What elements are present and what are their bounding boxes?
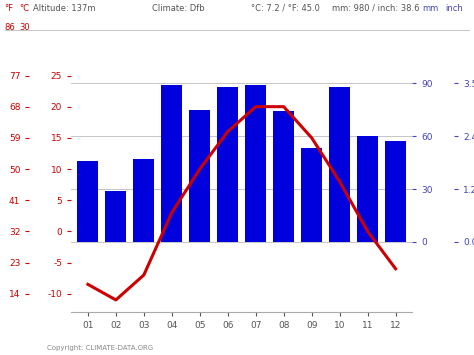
Text: 86: 86 xyxy=(5,23,16,32)
Text: mm: 980 / inch: 38.6: mm: 980 / inch: 38.6 xyxy=(332,4,419,12)
Bar xyxy=(189,110,210,242)
Bar xyxy=(357,136,378,242)
Bar xyxy=(245,85,266,242)
Text: °C: 7.2 / °F: 45.0: °C: 7.2 / °F: 45.0 xyxy=(251,4,320,12)
Text: Altitude: 137m: Altitude: 137m xyxy=(33,4,96,12)
Bar xyxy=(329,87,350,242)
Text: °F: °F xyxy=(5,4,14,12)
Bar xyxy=(301,148,322,242)
Text: Climate: Dfb: Climate: Dfb xyxy=(152,4,204,12)
Bar xyxy=(161,85,182,242)
Bar xyxy=(385,141,406,242)
Bar xyxy=(133,159,155,242)
Text: mm: mm xyxy=(422,4,438,12)
Text: 30: 30 xyxy=(19,23,29,32)
Text: inch: inch xyxy=(446,4,463,12)
Text: Copyright: CLIMATE-DATA.ORG: Copyright: CLIMATE-DATA.ORG xyxy=(47,345,154,351)
Bar xyxy=(105,191,127,242)
Bar xyxy=(77,161,99,242)
Bar xyxy=(217,87,238,242)
Bar xyxy=(273,111,294,242)
Text: °C: °C xyxy=(19,4,29,12)
